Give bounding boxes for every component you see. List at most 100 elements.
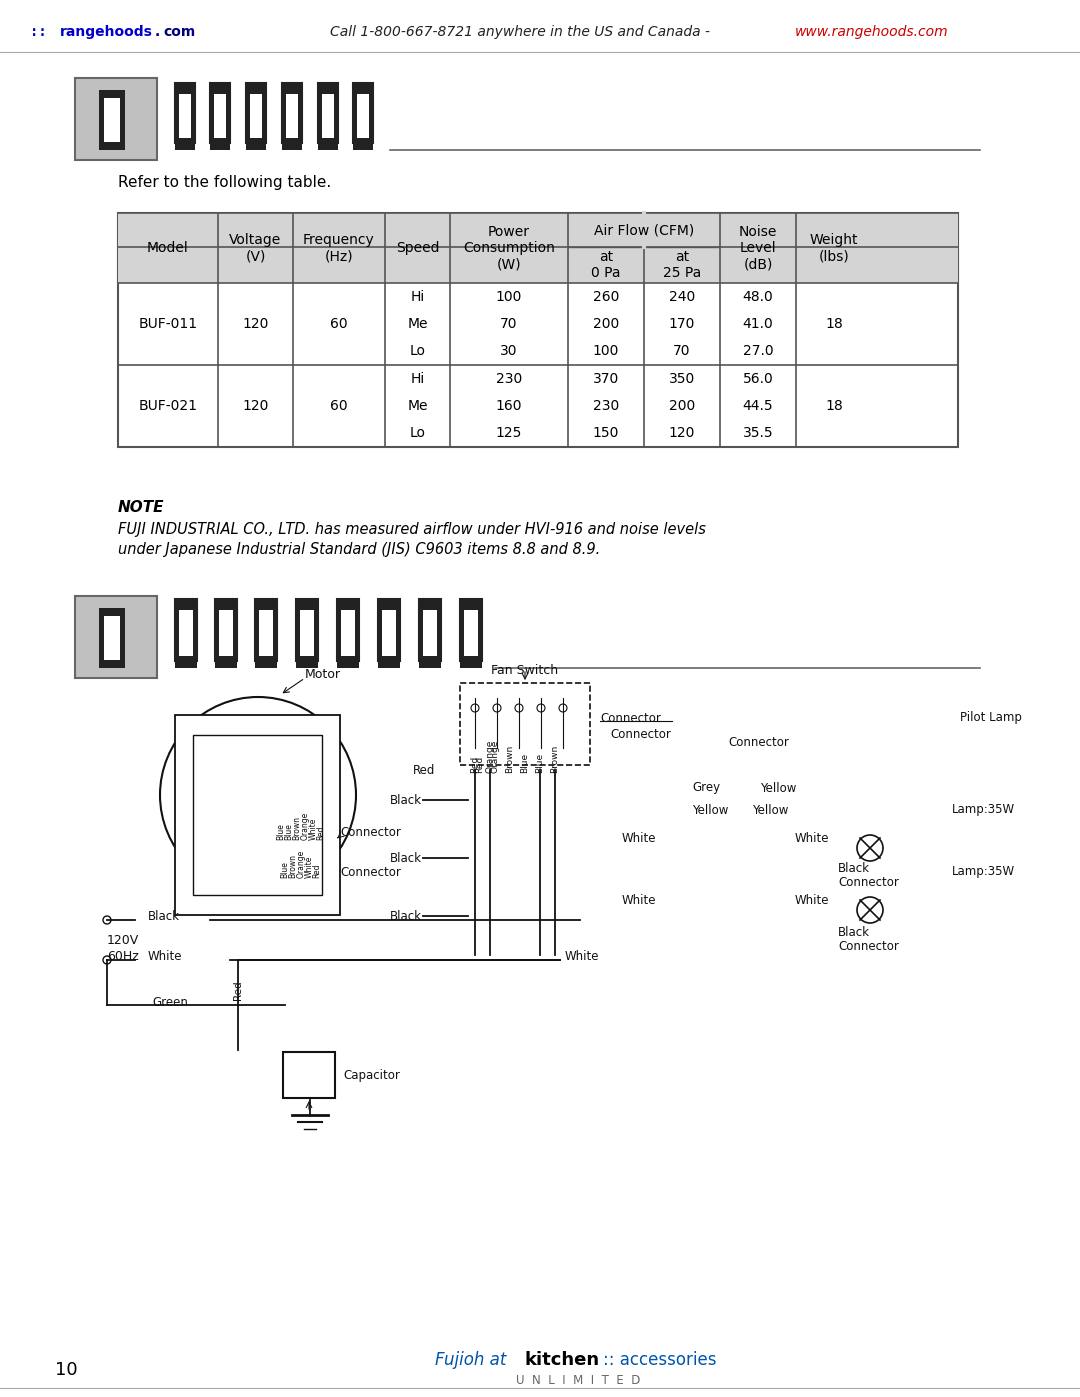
Bar — [215, 599, 237, 661]
Circle shape — [211, 775, 229, 793]
Text: Green: Green — [152, 996, 188, 1010]
Text: Pilot Lamp: Pilot Lamp — [960, 711, 1022, 725]
Circle shape — [492, 704, 501, 712]
Text: 70: 70 — [500, 317, 517, 331]
Text: Lamp:35W: Lamp:35W — [951, 866, 1015, 879]
Text: Black: Black — [390, 909, 422, 922]
Text: 230: 230 — [593, 400, 619, 414]
Text: FUJI INDUSTRIAL CO., LTD. has measured airflow under HVI-916 and noise levels: FUJI INDUSTRIAL CO., LTD. has measured a… — [118, 522, 706, 536]
Text: 60: 60 — [330, 317, 348, 331]
Text: White: White — [622, 831, 657, 845]
Circle shape — [471, 704, 480, 712]
Circle shape — [160, 697, 356, 893]
Text: 18: 18 — [825, 317, 842, 331]
Text: Lamp:35W: Lamp:35W — [951, 803, 1015, 816]
Text: Motor: Motor — [305, 669, 341, 682]
Bar — [214, 94, 226, 138]
Bar — [179, 610, 193, 657]
Text: Yellow: Yellow — [692, 803, 728, 816]
Text: White: White — [622, 894, 657, 907]
Bar — [357, 94, 369, 138]
Bar — [318, 82, 338, 142]
Text: Black: Black — [148, 909, 180, 922]
Bar — [341, 610, 355, 657]
Bar — [99, 89, 125, 149]
Text: Voltage
(V): Voltage (V) — [229, 233, 282, 263]
Text: Speed: Speed — [395, 242, 440, 256]
Text: Orange: Orange — [486, 739, 495, 773]
Bar — [419, 658, 441, 668]
Text: Red: Red — [312, 863, 322, 877]
Text: White: White — [795, 831, 829, 845]
Bar — [382, 610, 396, 657]
Bar — [378, 599, 400, 661]
Text: Refer to the following table.: Refer to the following table. — [118, 175, 332, 190]
Bar — [353, 140, 373, 149]
Bar — [255, 658, 276, 668]
Text: Black: Black — [838, 862, 870, 875]
Bar — [282, 140, 302, 149]
Bar — [460, 599, 482, 661]
Text: Blue: Blue — [276, 823, 285, 840]
Text: Air Flow (CFM): Air Flow (CFM) — [594, 224, 694, 237]
Text: 27.0: 27.0 — [743, 344, 773, 359]
Bar — [179, 94, 191, 138]
Circle shape — [230, 775, 248, 793]
Bar — [337, 599, 359, 661]
Text: 350: 350 — [669, 372, 696, 386]
Text: Brown: Brown — [293, 816, 301, 840]
Text: com: com — [163, 25, 195, 39]
Bar — [75, 78, 157, 161]
Text: Fan Switch: Fan Switch — [491, 665, 558, 678]
Text: 260: 260 — [593, 289, 619, 303]
Text: 125: 125 — [496, 426, 523, 440]
Text: Brown: Brown — [551, 745, 559, 773]
Bar — [175, 82, 195, 142]
Text: White: White — [148, 950, 183, 963]
Text: U  N  L  I  M  I  T  E  D: U N L I M I T E D — [516, 1373, 640, 1386]
Text: Connector: Connector — [610, 728, 671, 742]
Text: 200: 200 — [593, 317, 619, 331]
Text: Black: Black — [390, 793, 422, 806]
Text: Hi: Hi — [410, 372, 424, 386]
Text: Frequency
(Hz): Frequency (Hz) — [303, 233, 375, 263]
Text: White: White — [309, 817, 318, 840]
Circle shape — [249, 775, 267, 793]
Text: kitchen: kitchen — [524, 1351, 599, 1369]
Circle shape — [103, 916, 111, 923]
Circle shape — [858, 835, 883, 861]
Circle shape — [249, 807, 266, 823]
Text: :: accessories: :: accessories — [603, 1351, 716, 1369]
Bar — [193, 735, 322, 895]
Circle shape — [230, 807, 246, 823]
Bar — [246, 82, 266, 142]
Text: White: White — [305, 855, 313, 877]
Text: Lo: Lo — [409, 426, 426, 440]
Bar — [353, 82, 373, 142]
Circle shape — [270, 807, 286, 823]
Text: Red: Red — [475, 756, 485, 773]
Text: at
0 Pa: at 0 Pa — [591, 250, 621, 281]
Text: Blue: Blue — [284, 823, 294, 840]
Bar — [300, 610, 314, 657]
Bar — [282, 82, 302, 142]
Text: 120: 120 — [242, 400, 269, 414]
Text: 70: 70 — [673, 344, 691, 359]
Bar — [286, 94, 298, 138]
Text: Call 1-800-667-8721 anywhere in the US and Canada -: Call 1-800-667-8721 anywhere in the US a… — [330, 25, 714, 39]
Bar — [296, 599, 318, 661]
Bar — [175, 658, 197, 668]
Bar — [104, 616, 120, 659]
Text: 160: 160 — [496, 400, 523, 414]
Text: 44.5: 44.5 — [743, 400, 773, 414]
Text: www.rangehoods.com: www.rangehoods.com — [795, 25, 948, 39]
Circle shape — [858, 897, 883, 923]
Text: 30: 30 — [500, 344, 517, 359]
Text: 120: 120 — [242, 317, 269, 331]
Text: Black: Black — [390, 852, 422, 865]
Text: Noise
Level
(dB): Noise Level (dB) — [739, 225, 778, 271]
Bar — [318, 140, 338, 149]
Text: BUF-011: BUF-011 — [138, 317, 198, 331]
Text: Me: Me — [407, 317, 428, 331]
Bar — [246, 140, 266, 149]
